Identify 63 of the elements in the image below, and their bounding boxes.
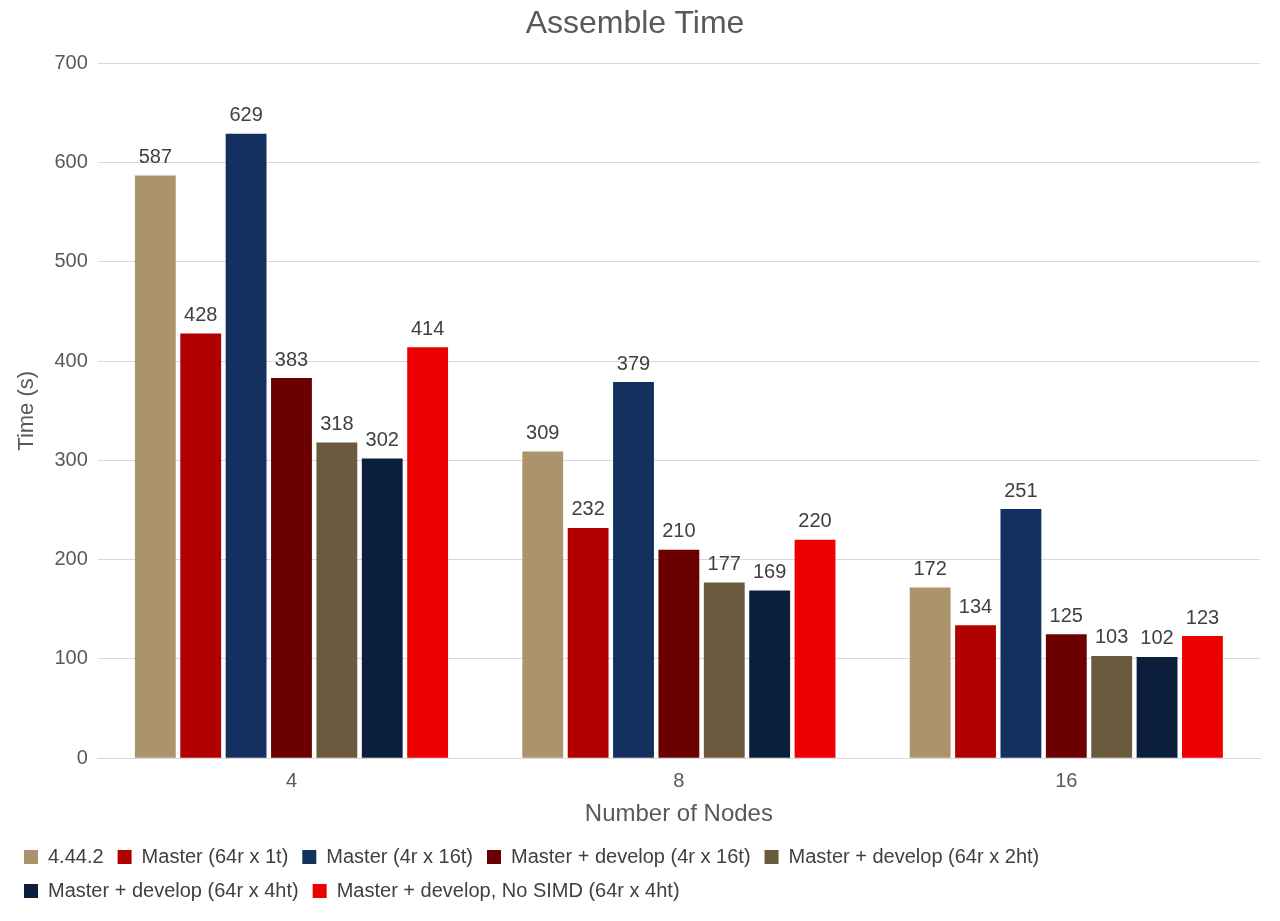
x-axis-title: Number of Nodes [584, 799, 773, 827]
data-label: 318 [320, 412, 354, 435]
data-label: 309 [526, 421, 560, 444]
data-label: 587 [138, 145, 173, 168]
bar [361, 458, 403, 758]
bar [271, 378, 312, 758]
data-label: 177 [707, 552, 741, 575]
data-label: 103 [1094, 625, 1129, 648]
bar [225, 133, 267, 758]
data-label: 210 [662, 519, 696, 542]
data-label: 172 [913, 556, 947, 579]
data-label: 251 [1004, 478, 1038, 501]
y-tick-label: 300 [54, 447, 88, 470]
bar [1045, 634, 1087, 758]
bar [1091, 655, 1133, 758]
bar [794, 539, 836, 758]
bar [567, 527, 609, 758]
legend-label: Master (4r x 16t) [326, 844, 474, 867]
data-label: 428 [184, 302, 218, 325]
bar [749, 590, 791, 758]
data-label: 102 [1140, 626, 1174, 649]
bar [134, 175, 176, 758]
bar [658, 549, 700, 758]
data-label: 125 [1049, 603, 1083, 626]
bar [522, 451, 564, 758]
y-tick-label: 600 [54, 150, 88, 173]
bar [1000, 509, 1042, 758]
bar [703, 582, 745, 758]
y-tick-label: 200 [54, 547, 88, 570]
data-label: 379 [616, 351, 651, 374]
bar [909, 587, 951, 758]
y-tick-label: 100 [54, 646, 88, 669]
bar [407, 347, 449, 758]
bar [1182, 636, 1223, 758]
bar [1136, 656, 1178, 758]
x-tick-label: 4 [285, 768, 298, 791]
legend-label: 4.44.2 [48, 844, 104, 867]
bar [180, 333, 222, 758]
bar [955, 625, 996, 758]
bar [613, 382, 654, 758]
data-label: 169 [752, 559, 787, 582]
legend-label: Master + develop, No SIMD (64r x 4ht) [336, 878, 680, 901]
chart-title: Assemble Time [525, 4, 745, 41]
data-label: 123 [1185, 605, 1220, 628]
data-label: 629 [229, 103, 263, 126]
y-axis-title: Time (s) [13, 370, 39, 451]
data-label: 220 [798, 509, 832, 532]
y-tick-label: 400 [54, 348, 88, 371]
x-tick-label: 8 [673, 768, 685, 791]
data-label: 302 [365, 427, 399, 450]
data-label: 383 [274, 347, 309, 370]
y-tick-label: 500 [54, 249, 88, 272]
legend-label: Master (64r x 1t) [141, 844, 289, 867]
bar [316, 442, 358, 758]
x-tick-label: 16 [1055, 768, 1078, 791]
data-label: 134 [958, 594, 993, 617]
data-label: 232 [571, 497, 605, 520]
y-tick-label: 700 [54, 50, 88, 73]
legend-label: Master + develop (4r x 16t) [511, 844, 751, 867]
data-label: 414 [410, 316, 445, 339]
legend-label: Master + develop (64r x 2ht) [788, 844, 1040, 867]
legend-label: Master + develop (64r x 4ht) [48, 878, 299, 901]
y-tick-label: 0 [76, 745, 88, 768]
